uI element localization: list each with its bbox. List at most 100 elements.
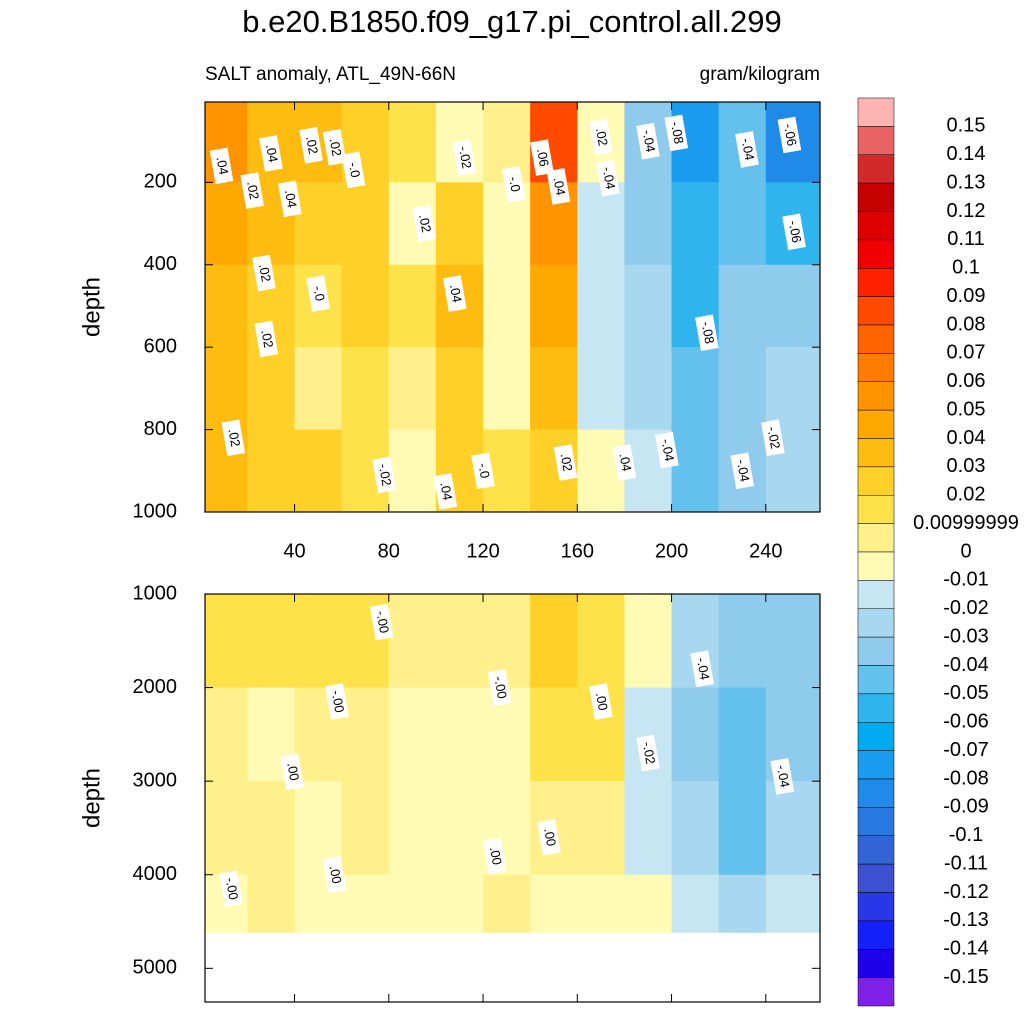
y-tick-label: 3000 bbox=[133, 769, 178, 791]
contour-label-bg bbox=[530, 139, 554, 176]
contour-cell bbox=[577, 781, 625, 876]
contour-label-bg bbox=[487, 669, 512, 706]
y-tick-label: 2000 bbox=[133, 676, 178, 698]
colorbar-box bbox=[857, 154, 895, 184]
contour-cell bbox=[718, 594, 767, 689]
contour-cell bbox=[435, 347, 484, 431]
contour-label-text: .02 bbox=[327, 137, 345, 157]
colorbar-label: 0.13 bbox=[947, 171, 986, 193]
colorbar-box bbox=[857, 778, 895, 808]
colorbar-label: -0.14 bbox=[943, 938, 989, 960]
contour-cell bbox=[624, 182, 673, 266]
colorbar-box bbox=[857, 949, 895, 978]
contour-label: -.04 bbox=[636, 122, 660, 160]
colorbar-box bbox=[857, 324, 895, 354]
contour-cell bbox=[718, 347, 767, 431]
colorbar-label: 0.12 bbox=[947, 200, 986, 222]
contour-label-text: -.0 bbox=[310, 285, 327, 303]
contour-label: .02 bbox=[299, 126, 323, 164]
contour-cell bbox=[388, 594, 437, 689]
contour-label-bg bbox=[501, 166, 526, 203]
contour-label-text: .02 bbox=[256, 263, 274, 283]
contour-label-bg bbox=[280, 753, 304, 791]
contour-label-text: -.04 bbox=[659, 438, 678, 463]
contour-cell bbox=[435, 182, 484, 266]
colorbar-label: 0.07 bbox=[947, 342, 986, 364]
contour-label: -.04 bbox=[730, 452, 755, 490]
x-tick-label: 240 bbox=[749, 540, 782, 562]
colorbar-label: 0.02 bbox=[947, 484, 986, 506]
contour-cell bbox=[388, 874, 437, 933]
contour-label-bg bbox=[782, 213, 806, 251]
contour-label-text: -.08 bbox=[699, 320, 718, 345]
contour-label: -.06 bbox=[777, 116, 802, 154]
contour-label-bg bbox=[483, 837, 507, 875]
contour-label-bg bbox=[452, 139, 477, 176]
contour-label-bg bbox=[777, 116, 802, 154]
contour-label-text: .06 bbox=[534, 147, 552, 167]
contour-label-text: .02 bbox=[416, 213, 434, 233]
contour-cell bbox=[577, 264, 625, 348]
colorbar-box bbox=[857, 807, 895, 836]
contour-cell bbox=[294, 347, 343, 431]
contour-cell bbox=[530, 687, 578, 782]
contour-label-bg bbox=[695, 314, 719, 352]
contour-label: -.00 bbox=[487, 669, 512, 706]
colorbar-box bbox=[857, 353, 895, 382]
contour-label: .02 bbox=[221, 419, 246, 457]
colorbar-box bbox=[857, 523, 895, 553]
contour-label-bg bbox=[412, 205, 436, 242]
colorbar-label: -0.08 bbox=[943, 767, 989, 789]
contour-label: .04 bbox=[612, 444, 637, 481]
contour-cell bbox=[530, 347, 578, 431]
contour-label: .04 bbox=[442, 275, 467, 312]
contour-label: .04 bbox=[209, 147, 234, 185]
y-axis-label: depth bbox=[78, 768, 105, 828]
contour-label-text: .04 bbox=[263, 143, 281, 163]
colorbar-label: 0 bbox=[960, 540, 971, 562]
contour-cell bbox=[765, 781, 821, 876]
contour-label: .04 bbox=[433, 473, 458, 510]
colorbar-label: -0.15 bbox=[943, 966, 989, 988]
contour-label-bg bbox=[770, 758, 795, 795]
contour-cell bbox=[341, 874, 390, 933]
contour-label: .02 bbox=[240, 172, 264, 209]
contour-label-bg bbox=[219, 870, 243, 908]
contour-label: -.02 bbox=[761, 419, 785, 457]
contour-cell bbox=[294, 182, 343, 266]
colorbar-box bbox=[857, 239, 895, 269]
contour-label-bg bbox=[730, 452, 755, 490]
contour-cell bbox=[765, 594, 821, 689]
contour-label: .02 bbox=[589, 118, 613, 156]
contour-label-bg bbox=[553, 444, 578, 481]
contour-label: -.00 bbox=[219, 870, 243, 908]
contour-cell bbox=[205, 182, 248, 266]
contour-label-text: -.02 bbox=[456, 145, 475, 170]
contour-label-bg bbox=[306, 275, 330, 312]
contour-label-bg bbox=[589, 683, 613, 720]
colorbar-box bbox=[857, 409, 895, 439]
colorbar-label: 0.11 bbox=[947, 228, 984, 250]
colorbar-label: -0.02 bbox=[943, 597, 989, 619]
contour-label-text: -.04 bbox=[739, 137, 758, 162]
contour-label-text: .04 bbox=[551, 176, 569, 196]
contour-cell bbox=[205, 781, 248, 876]
contour-label-text: -.00 bbox=[491, 675, 510, 700]
contour-cell bbox=[671, 874, 720, 933]
contour-cell bbox=[435, 781, 484, 876]
contour-label-bg bbox=[209, 147, 234, 185]
contour-label: -.06 bbox=[782, 213, 806, 251]
contour-label: .00 bbox=[589, 683, 613, 720]
colorbar-label: 0.09 bbox=[947, 285, 986, 307]
contour-cell bbox=[624, 594, 673, 689]
contour-label-text: .02 bbox=[244, 180, 262, 200]
contour-cell bbox=[530, 874, 578, 933]
contour-cell bbox=[341, 264, 390, 348]
colorbar-label: -0.04 bbox=[943, 654, 989, 676]
subtitle-left: SALT anomaly, ATL_49N-66N bbox=[205, 64, 456, 85]
colorbar-box bbox=[857, 835, 895, 865]
y-axis-label: depth bbox=[78, 277, 105, 337]
colorbar-label: -0.07 bbox=[943, 739, 989, 761]
contour-cell bbox=[388, 687, 437, 782]
colorbar-box bbox=[857, 97, 895, 127]
